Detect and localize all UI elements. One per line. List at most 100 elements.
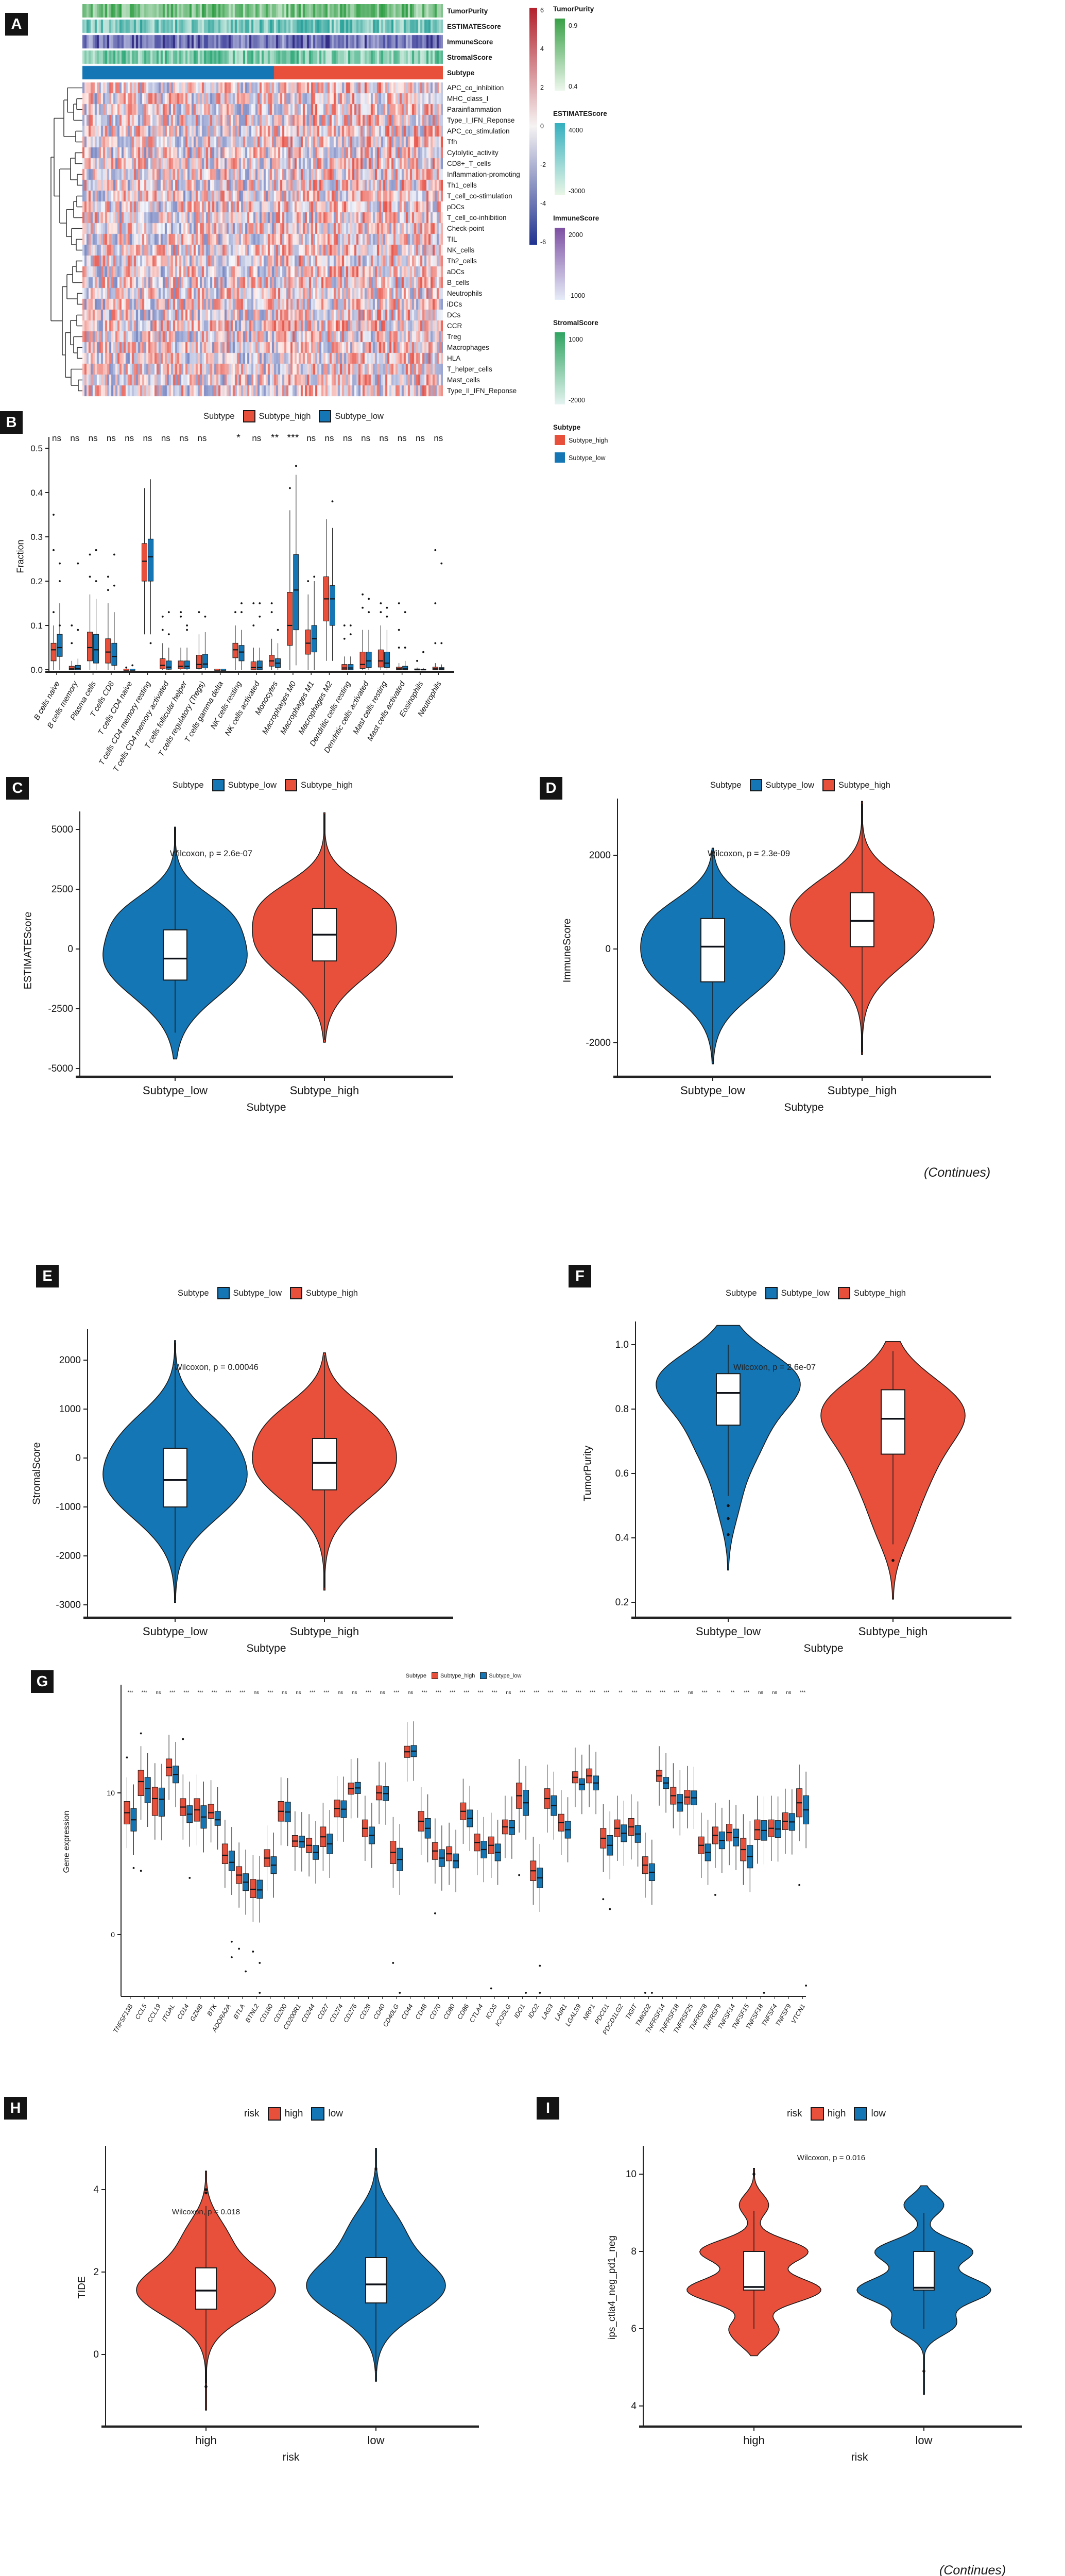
heatmap-row-label: Neutrophils (447, 290, 483, 297)
y-tick-label: -2000 (56, 1551, 81, 1562)
gene-label: CCL5 (134, 2003, 148, 2021)
gene-label: CD244 (300, 2003, 317, 2024)
violin-low (856, 2185, 991, 2395)
x-category-label: high (195, 2434, 217, 2447)
significance-label: *** (183, 1690, 189, 1696)
significance-label: *** (197, 1690, 203, 1696)
significance-label: *** (127, 1690, 133, 1696)
legend-swatch-high (838, 1287, 851, 1299)
violin-low (306, 2148, 446, 2382)
legend-block-title: ImmuneScore (553, 214, 599, 222)
panel-F: 1.0 0.8 0.6 0.4 0.2 Subtype_low Subtype_high F… (532, 1257, 1065, 1674)
violin-box (881, 1389, 905, 1455)
violin-Subtype_low (102, 826, 248, 1060)
violin-box (195, 2267, 217, 2310)
y-tick-label: -3000 (56, 1600, 81, 1611)
legend-F: Subtype Subtype_low Subtype_high (615, 1287, 1017, 1299)
significance-label: *** (702, 1690, 708, 1696)
colorbar-tick: -4 (540, 200, 546, 207)
violin-chart-H: 4 2 0 high low (93, 2146, 479, 2447)
legend-swatch-low (765, 1287, 778, 1299)
y-tick-label: 6 (631, 2324, 637, 2334)
heatmap-row-label: Th2_cells (447, 257, 477, 265)
significance-label: *** (450, 1690, 455, 1696)
significance-label: ns (161, 433, 170, 443)
gene-label: IDO1 (512, 2003, 526, 2020)
legend-swatch-low (480, 1672, 487, 1679)
significance-label: ns (688, 1690, 693, 1696)
significance-label: ns (197, 433, 207, 443)
heatmap-row-label: Tfh (447, 138, 457, 146)
gene-label: CD14 (176, 2003, 190, 2021)
gene-label: ICOS (484, 2003, 499, 2020)
x-axis-title-C: Subtype (246, 1101, 286, 1113)
violin-box (913, 2251, 935, 2291)
significance-label: ns (361, 433, 370, 443)
panel-label-F: F (569, 1265, 591, 1287)
y-tick-label: 2500 (51, 884, 73, 895)
gene-label: TNFSF13B (112, 2003, 134, 2035)
significance-label: *** (463, 1690, 469, 1696)
y-tick-label: 10 (107, 1789, 115, 1797)
legend-swatch-Subtype_high (555, 435, 565, 445)
significance-label: ns (296, 1690, 301, 1696)
significance-label: ns (416, 433, 425, 443)
legend-B: Subtype Subtype_high Subtype_low (88, 410, 500, 422)
heatmap-row-label: T_helper_cells (447, 365, 492, 373)
legend-label-high: Subtype_high (306, 1288, 358, 1298)
x-axis-title-F: Subtype (803, 1642, 844, 1654)
legend-title: Subtype (173, 780, 204, 790)
legend-swatch-low (212, 779, 225, 791)
significance-label: ns (325, 433, 334, 443)
y-tick-label: -1000 (56, 1502, 81, 1513)
legend-swatch-high (810, 2107, 824, 2121)
gene-label: CD86 (456, 2003, 470, 2021)
row-dendrogram (50, 87, 82, 392)
y-tick-label: 4 (93, 2184, 99, 2195)
x-category-label: Subtype_low (143, 1625, 208, 1638)
significance-label: *** (436, 1690, 441, 1696)
legend-swatch-low (854, 2107, 868, 2121)
legend-swatch-low (319, 410, 332, 422)
gene-label: LAG3 (540, 2003, 554, 2021)
heatmap-row-label: Macrophages (447, 344, 489, 351)
panel-D: 2000 0 -2000 Subtype_low Subtype_high D Subt… (532, 768, 1065, 1185)
legend-swatch-low (217, 1287, 230, 1299)
gene-label: CD70 (428, 2003, 442, 2021)
gene-label: CD27 (316, 2003, 331, 2021)
y-tick-label: -2000 (586, 1038, 611, 1048)
continues-text: (Continues) (924, 1165, 991, 1180)
heatmap-row-label: NK_cells (447, 246, 475, 254)
x-axis-title-H: risk (282, 2451, 300, 2463)
significance-label: *** (674, 1690, 679, 1696)
colorbar-tick: 4 (540, 45, 544, 53)
y-tick-label: 0.3 (30, 532, 43, 542)
y-tick-label: 4 (631, 2401, 637, 2412)
significance-label: *** (547, 1690, 553, 1696)
box-series (50, 465, 444, 671)
legend-title: Subtype (710, 780, 742, 790)
x-category-label: Subtype_low (696, 1625, 761, 1638)
gene-label: VTCN1 (790, 2003, 807, 2025)
significance-label: *** (226, 1690, 231, 1696)
y-tick-label: 8 (631, 2246, 637, 2257)
significance-label: ns (343, 433, 352, 443)
violin-Subtype_high (252, 1352, 397, 1591)
significance-label: ns (107, 433, 116, 443)
gene-label: CD28 (358, 2003, 372, 2021)
legend-I: risk high low (635, 2107, 1037, 2121)
significance-label: *** (310, 1690, 315, 1696)
x-category-label: Subtype_high (858, 1625, 928, 1638)
legend-item-label: Subtype_high (569, 437, 608, 444)
violin-Subtype_low (640, 848, 785, 1064)
panel-G: 10 0 TNFSF13B *** CCL5 *** CCL19 ns ITGAL *** CD14… (0, 1664, 1065, 2092)
heatmap-row-label: Check-point (447, 225, 484, 232)
legend-swatch-high (290, 1287, 303, 1299)
legend-min-label: -1000 (569, 292, 585, 299)
x-axis-title-D: Subtype (784, 1101, 824, 1113)
y-tick-label: 2000 (589, 850, 611, 861)
y-tick-label: 0.4 (30, 488, 43, 498)
significance-label: ns (408, 1690, 413, 1696)
significance-label: ns (379, 433, 388, 443)
significance-label: *** (142, 1690, 147, 1696)
